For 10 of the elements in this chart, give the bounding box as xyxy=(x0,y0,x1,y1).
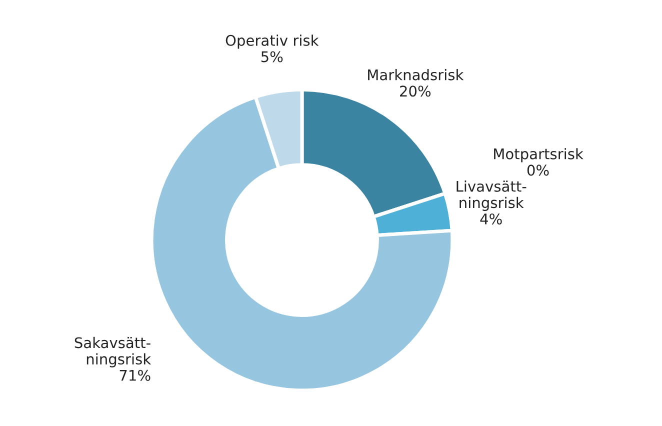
text: 0% xyxy=(527,164,549,176)
slice-label: Marknadsrisk xyxy=(368,69,464,80)
data-label: 71% xyxy=(120,370,150,381)
data-label: 4% xyxy=(480,213,502,224)
slice-label: Operativ risk xyxy=(226,34,319,49)
slice-label: Livavsätt- ningsrisk xyxy=(456,180,526,211)
category-label: Motpartsrisk xyxy=(494,148,584,162)
slice-label: Sakavsätt- ningsrisk xyxy=(74,336,152,368)
data-label: 5% xyxy=(261,51,283,62)
data-label: 20% xyxy=(400,86,431,97)
